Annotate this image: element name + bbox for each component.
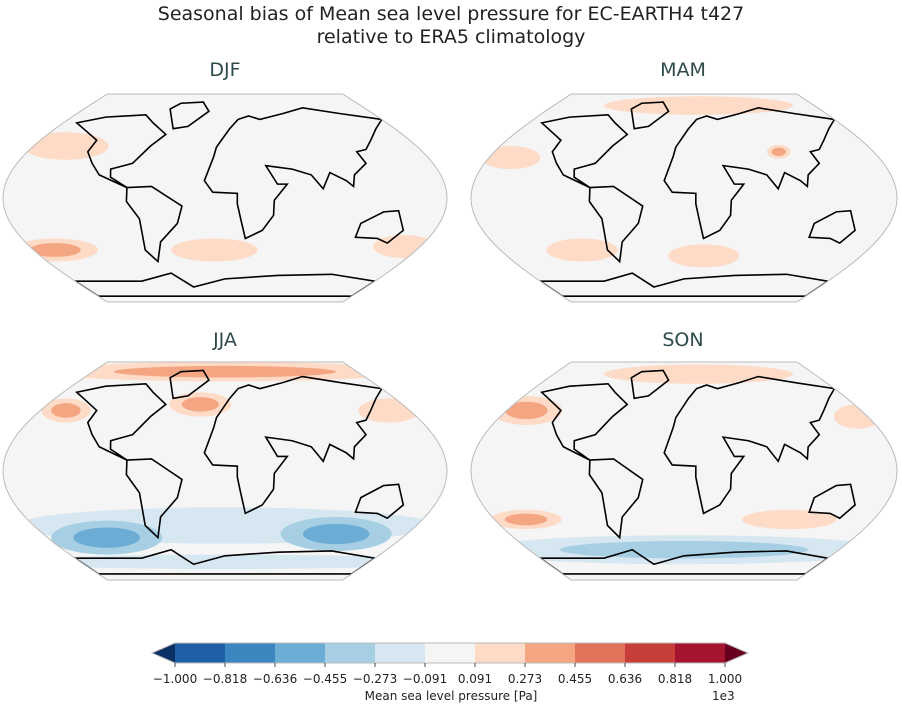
coastline-ea xyxy=(663,107,836,240)
coastline-na xyxy=(540,382,629,461)
colorbar-tick-label: −0.273 xyxy=(352,672,398,686)
colorbar-multiplier: 1e3 xyxy=(712,689,735,703)
colorbar-tick-label: 0.091 xyxy=(457,672,493,686)
map-panel-son xyxy=(471,362,897,580)
map-border xyxy=(2,361,448,581)
colorbar-bin xyxy=(425,643,476,663)
colorbar-bin xyxy=(675,643,726,663)
coastline-au xyxy=(808,483,856,520)
anomaly-region xyxy=(604,120,688,149)
colorbar-tick-label: 0.455 xyxy=(557,672,593,686)
coastline-ea xyxy=(663,375,836,515)
anomaly-core xyxy=(559,541,809,559)
map-border xyxy=(470,93,898,303)
anomaly-core xyxy=(302,523,370,545)
figure-title-line1: Seasonal bias of Mean sea level pressure… xyxy=(157,3,745,25)
map-panel-mam xyxy=(471,94,897,302)
anomaly-core xyxy=(51,403,81,418)
map-panel-djf xyxy=(3,94,447,302)
anomaly-core xyxy=(181,397,219,412)
anomaly-region xyxy=(292,234,355,254)
coastline-sa xyxy=(588,458,644,540)
coastline-sa xyxy=(125,458,183,540)
anomaly-region xyxy=(833,404,882,429)
anomaly-region xyxy=(15,554,435,570)
anomaly-core xyxy=(114,365,336,378)
anomaly-region xyxy=(668,244,740,268)
coastline-gr xyxy=(169,369,210,400)
anomaly-core xyxy=(28,243,81,257)
coastline-au xyxy=(354,209,405,245)
anomaly-region xyxy=(358,398,421,423)
map-border xyxy=(2,93,448,303)
map-border xyxy=(470,361,898,581)
coastline-au xyxy=(808,209,856,245)
coastline-au xyxy=(354,483,405,520)
anomaly-region xyxy=(603,364,794,384)
coastline-an xyxy=(537,272,830,298)
colorbar-bin xyxy=(375,643,426,663)
colorbar-bin xyxy=(625,643,676,663)
anomaly-region xyxy=(22,132,109,160)
colorbar-over-arrow xyxy=(725,643,748,663)
colorbar-bin xyxy=(275,643,326,663)
anomaly-core xyxy=(504,513,548,526)
colorbar-tick-label: 0.273 xyxy=(507,672,543,686)
coastline-ea xyxy=(203,107,384,240)
colorbar-tick-label: 0.636 xyxy=(607,672,643,686)
colorbar-label: Mean sea level pressure [Pa] xyxy=(364,689,538,703)
coastline-an xyxy=(72,272,378,298)
colorbar-tick-label: −1.000 xyxy=(152,672,198,686)
coastline-ea xyxy=(203,375,384,515)
panel-title-mam: MAM xyxy=(660,59,706,81)
coastline-sa xyxy=(125,185,183,264)
panel-title-djf: DJF xyxy=(209,59,241,81)
colorbar-bin xyxy=(225,643,276,663)
colorbar-tick-label: −0.091 xyxy=(402,672,448,686)
coastline-gr xyxy=(630,101,670,130)
coastline-gr xyxy=(630,369,670,400)
panel-title-jja: JJA xyxy=(213,329,237,351)
colorbar-bin xyxy=(475,643,526,663)
colorbar-bin xyxy=(175,643,226,663)
coastline-na xyxy=(540,113,629,189)
colorbar-bin xyxy=(325,643,376,663)
anomaly-region xyxy=(741,509,837,530)
anomaly-region xyxy=(482,269,886,284)
colorbar-tick-label: 1.000 xyxy=(707,672,743,686)
anomaly-core xyxy=(505,401,548,420)
coastline-an xyxy=(72,548,377,575)
coastline-na xyxy=(74,113,168,189)
colorbar-bin xyxy=(575,643,626,663)
colorbar-tick-label: −0.636 xyxy=(252,672,298,686)
anomaly-region xyxy=(171,238,258,262)
anomaly-region xyxy=(603,96,794,115)
panel-title-son: SON xyxy=(662,329,704,351)
anomaly-region xyxy=(373,234,435,259)
colorbar-tick-label: 0.818 xyxy=(657,672,693,686)
coastline-na xyxy=(75,382,168,461)
coastline-an xyxy=(537,548,830,575)
map-panel-jja xyxy=(3,362,447,580)
colorbar-tick-label: −0.455 xyxy=(302,672,348,686)
coastline-sa xyxy=(588,185,644,264)
anomaly-core xyxy=(771,147,786,156)
anomaly-core xyxy=(73,527,140,548)
anomaly-region xyxy=(546,238,618,262)
anomaly-region xyxy=(652,524,795,539)
colorbar-tick-label: −0.818 xyxy=(202,672,248,686)
anomaly-region xyxy=(812,234,872,254)
colorbar-under-arrow xyxy=(152,643,175,663)
colorbar-bin xyxy=(525,643,576,663)
coastline-gr xyxy=(169,101,210,130)
figure-title-line2: relative to ERA5 climatology xyxy=(316,26,586,48)
anomaly-region xyxy=(481,146,541,170)
